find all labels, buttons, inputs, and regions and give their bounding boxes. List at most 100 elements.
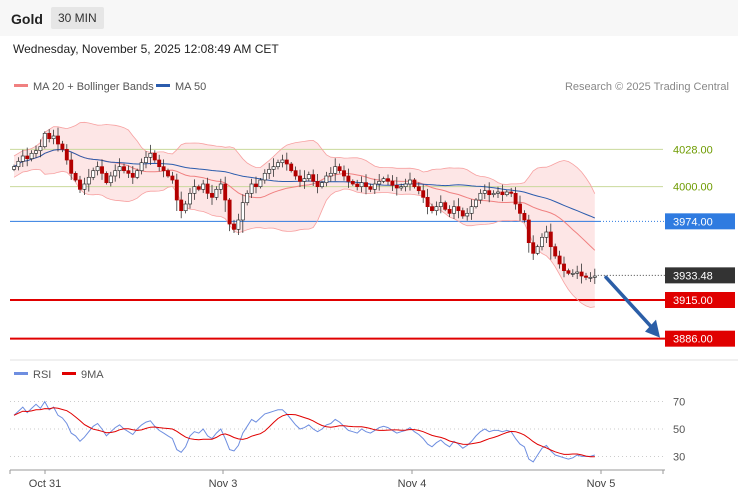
rsi-tick-30: 30: [673, 451, 685, 463]
candle: [284, 152, 289, 171]
candle: [557, 250, 562, 269]
candle: [236, 213, 241, 235]
candle: [412, 178, 417, 189]
candle: [350, 179, 355, 186]
candle-body: [188, 192, 192, 205]
candle: [82, 177, 87, 195]
candle-body: [350, 180, 355, 185]
candle-body: [372, 183, 377, 190]
candle-body: [170, 175, 175, 181]
candle-body: [201, 183, 206, 190]
candle-body: [232, 223, 236, 230]
candle: [487, 182, 492, 203]
candles: [12, 127, 597, 284]
candle: [42, 131, 47, 149]
candle-body: [240, 202, 245, 221]
candle: [60, 140, 65, 153]
candle: [174, 173, 179, 211]
candle-body: [126, 170, 131, 174]
candle: [157, 154, 162, 172]
candle: [531, 235, 536, 260]
candle: [289, 162, 294, 173]
candle: [126, 165, 131, 179]
candle-body: [456, 206, 461, 212]
candle: [372, 178, 377, 195]
candle-body: [135, 170, 140, 178]
candle-body: [579, 271, 584, 277]
candle-body: [122, 166, 126, 172]
candle-body: [364, 182, 368, 188]
candle: [12, 164, 16, 172]
candle: [540, 233, 544, 251]
candle: [346, 168, 351, 188]
candle: [381, 176, 386, 184]
candle-body: [548, 231, 553, 248]
rsi-legend: RSI 9MA: [14, 369, 104, 381]
candle-body: [346, 175, 351, 182]
legend-swatch-ma50: [156, 84, 170, 87]
candle: [513, 187, 518, 210]
candle-body: [271, 166, 276, 170]
candle-body: [328, 172, 333, 177]
candle: [16, 157, 21, 171]
candle-body: [522, 212, 527, 221]
bollinger-band-fill: [14, 122, 595, 308]
candle-body: [487, 190, 492, 196]
candle-body: [51, 135, 56, 140]
candle: [460, 207, 465, 219]
candle-body: [416, 186, 421, 192]
bollinger-lower: [13, 168, 595, 308]
candle-body: [29, 152, 34, 160]
candle: [584, 272, 588, 281]
candle-body: [460, 210, 465, 217]
candle: [394, 176, 399, 196]
candle-body: [86, 176, 91, 185]
candle-body: [249, 183, 254, 194]
candle: [355, 179, 360, 191]
legend-rsi-label: RSI: [33, 369, 51, 381]
candle: [188, 188, 192, 209]
candle-body: [183, 203, 188, 212]
candle: [443, 200, 448, 212]
candle-body: [584, 275, 588, 278]
candle: [496, 186, 500, 199]
candle: [152, 150, 157, 163]
candle: [267, 163, 272, 179]
copyright-text: Research © 2025 Trading Central: [565, 81, 729, 93]
candle-body: [491, 192, 496, 196]
candle: [227, 198, 232, 232]
candle-body: [276, 162, 280, 168]
candle-body: [315, 180, 320, 188]
candle-body: [342, 170, 346, 177]
candle-body: [210, 192, 214, 198]
last-price-tag: [665, 267, 735, 284]
candle-body: [421, 190, 426, 198]
candle-body: [192, 186, 197, 194]
candle: [447, 205, 452, 218]
candle: [482, 184, 487, 199]
candle-body: [100, 166, 104, 174]
candle: [262, 169, 267, 184]
candle: [201, 179, 206, 194]
candle: [566, 268, 571, 276]
candle: [293, 166, 298, 180]
candle-body: [254, 183, 258, 188]
candle-body: [95, 166, 100, 172]
candle-body: [144, 156, 148, 164]
candle-body: [38, 146, 43, 152]
legend-swatch-9ma: [62, 372, 76, 375]
candle: [144, 151, 148, 169]
timeframe-badge[interactable]: 30 MIN: [51, 7, 104, 29]
forecast-arrow: [604, 275, 660, 338]
candle: [240, 194, 245, 233]
candle-body: [504, 191, 509, 196]
candle: [249, 178, 254, 199]
level-label-4000.00: 4000.00: [673, 182, 713, 194]
candle-body: [12, 166, 16, 170]
candle: [548, 223, 553, 260]
candle: [38, 139, 43, 158]
bollinger-bands: [14, 122, 595, 308]
candle-body: [306, 174, 311, 180]
level-tag-3915.00: [665, 292, 735, 308]
candle: [205, 177, 210, 199]
